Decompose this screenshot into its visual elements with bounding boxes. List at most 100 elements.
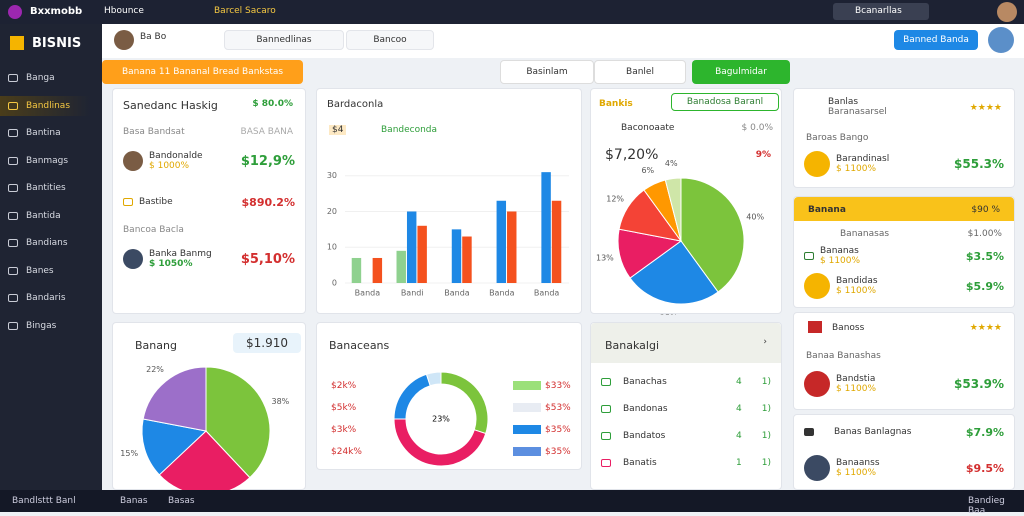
card-title: Banas Banlagnas: [834, 427, 912, 437]
chevron[interactable]: ›: [763, 337, 767, 347]
subtitle: $1.00%: [967, 229, 1002, 239]
workspace[interactable]: Barcel Sacaro: [214, 6, 276, 16]
big-value: $7,20%: [605, 147, 659, 163]
legend: Baconoaate: [621, 123, 675, 133]
value: $12,9%: [240, 153, 295, 169]
card-header: [591, 323, 781, 363]
donut-card: Banaceans 23% $2k% $33% $5k% $53% $3k% $35% $2…: [316, 322, 582, 470]
card-title: Banakalgi: [605, 339, 660, 352]
subtitle: Bananasas: [840, 229, 890, 239]
name: Banaanss: [836, 458, 880, 468]
avatar[interactable]: [997, 2, 1017, 22]
row-a: 4: [736, 377, 742, 387]
slice-label: 25%: [660, 314, 678, 315]
primary-button[interactable]: Banned Banda: [894, 30, 978, 50]
menu-item[interactable]: Banga: [8, 68, 98, 88]
button-label: Banadosa Baranl: [686, 97, 764, 107]
profile[interactable]: [988, 27, 1014, 53]
slice: [393, 373, 431, 420]
pie-button[interactable]: Banadosa Baranl: [671, 93, 779, 111]
right-card: Banoss ★★★★ Banaa Banashas Bandstia $ 110…: [793, 312, 1015, 410]
subtitle: Baranasarsel: [828, 107, 887, 117]
search-text: Bcanarllas: [855, 6, 902, 16]
menu-item[interactable]: Banes: [8, 261, 98, 281]
x-tick-label: Bandi: [401, 289, 424, 298]
value: $5,10%: [240, 251, 295, 267]
slice: [629, 240, 719, 305]
row-name: Bandatos: [623, 431, 666, 441]
banner[interactable]: Banana 11 Bananal Bread Bankstas: [102, 60, 303, 84]
name: Bananas: [820, 246, 859, 256]
bar-card: Bardaconla $4 Bandeconda 0 10 20 30 Banda Ban…: [316, 88, 582, 314]
tab[interactable]: Hbounce: [104, 6, 144, 16]
y-tick-label: 10: [327, 243, 337, 252]
list-row: Banachas 4 1): [601, 371, 771, 393]
total: $1.910: [233, 333, 301, 353]
menu-icon: [8, 321, 18, 330]
tab[interactable]: Bannedlinas: [224, 30, 344, 50]
menu-label: Bingas: [26, 320, 57, 331]
menu-icon: [8, 101, 18, 110]
name: Bastibe: [139, 197, 173, 207]
legend-value: $35%: [545, 447, 571, 457]
slice-label: 40%: [746, 212, 764, 221]
action-button[interactable]: Bagulmidar: [692, 60, 790, 84]
menu-icon: [8, 184, 18, 192]
value: $53.9%: [954, 377, 1004, 391]
bar-chart: 0 10 20 30 Banda Bandi Banda Banda Banda: [327, 171, 569, 298]
value: $7.9%: [965, 425, 1004, 439]
y-tick-label: 0: [332, 279, 337, 288]
slice: [440, 371, 489, 435]
menu-item[interactable]: Bantida: [8, 206, 98, 226]
legend: $ 0.0%: [741, 123, 773, 133]
bar: [351, 257, 362, 283]
name: Bandonalde: [149, 151, 203, 161]
tab[interactable]: Bancoo: [346, 30, 434, 50]
search[interactable]: Bcanarllas: [833, 3, 929, 20]
menu-item[interactable]: Bandlinas: [0, 95, 90, 116]
bar: [417, 225, 427, 283]
menu-item[interactable]: Bingas: [8, 316, 98, 336]
bar: [462, 236, 472, 283]
subtitle: Bancoa Bacla: [123, 225, 184, 235]
donut-chart: 23%: [393, 371, 489, 467]
task-item[interactable]: Banas: [120, 496, 148, 506]
slice-label: 12%: [606, 195, 624, 204]
banner-text: Banana 11 Bananal Bread Bankstas: [121, 67, 284, 77]
tab-label: Bannedlinas: [256, 35, 312, 45]
slice-label: 15%: [120, 449, 138, 458]
row-icon: [601, 405, 611, 413]
app-icon: [8, 5, 22, 19]
card-title: Banoss: [832, 323, 865, 333]
pie-chart: 40% 25% 13% 12% 6% 4%: [596, 159, 764, 315]
x-tick-label: Banda: [444, 289, 470, 298]
menu-item[interactable]: Bandaris: [8, 288, 98, 308]
menu-item[interactable]: Bantina: [8, 123, 98, 143]
row-b: 1): [761, 377, 771, 387]
slice: [158, 430, 251, 491]
badge: 9%: [755, 150, 771, 160]
task-title: Bandlsttt Banl: [12, 496, 76, 506]
stars: ★★★★: [969, 103, 1002, 113]
legend-name: $24k%: [331, 447, 362, 457]
name: Banka Banmg: [149, 249, 212, 259]
button-label: Bagulmidar: [715, 67, 767, 77]
task-item[interactable]: Basas: [168, 496, 195, 506]
filter[interactable]: Basinlam: [500, 60, 594, 84]
legend-swatch: [513, 447, 541, 456]
note: $ 1100%: [836, 468, 877, 478]
slice-label: 6%: [641, 166, 654, 175]
subtitle: BASA BANA: [240, 127, 293, 137]
x-tick-label: Banda: [534, 289, 560, 298]
menu-item[interactable]: Bantities: [8, 178, 98, 198]
card-header: [794, 197, 1014, 221]
card-title: Banana: [808, 205, 846, 215]
right-card: Banana $90 % Bananasas $1.00% Bananas $ 1…: [793, 196, 1015, 308]
filter[interactable]: Banlel: [594, 60, 686, 84]
legend-swatch: [513, 425, 541, 434]
menu-item[interactable]: Bandians: [8, 233, 98, 253]
value: $5.9%: [965, 279, 1004, 293]
menu-item[interactable]: Banmags: [8, 151, 98, 171]
slice-label: 4%: [665, 159, 678, 168]
